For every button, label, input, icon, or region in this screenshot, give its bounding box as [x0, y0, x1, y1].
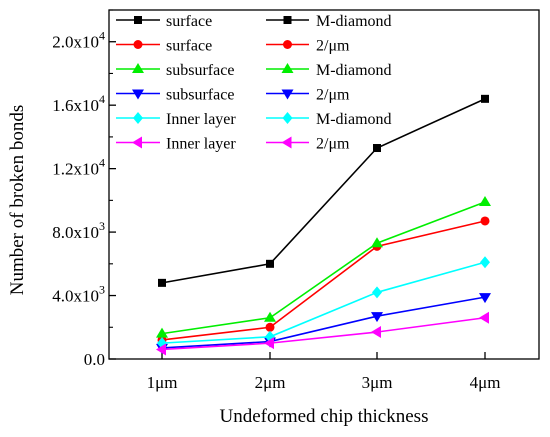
series-line	[161, 296, 486, 349]
legend-marker	[132, 63, 144, 73]
legend-item-left: Inner layer	[116, 136, 236, 153]
data-point	[156, 343, 166, 356]
legend-marker	[133, 40, 143, 49]
series-6	[156, 311, 489, 356]
legend: surface M-diamond surface 2/μm subsurface M-d…	[116, 13, 392, 153]
legend-marker	[281, 63, 294, 73]
series-line	[161, 201, 486, 335]
data-point	[479, 311, 489, 324]
legend-label: Inner layer	[166, 136, 236, 153]
data-point	[480, 216, 490, 226]
plot-frame: 0.0 4.0x103 8.0x103 1.2x104 1.6x104 2.0x104 1μ…	[52, 9, 540, 392]
legend-item-right: 2/μm	[266, 87, 350, 104]
data-point	[371, 326, 381, 339]
y-tick-label: 2.0x104	[52, 29, 105, 52]
y-tick-label: 1.2x104	[52, 156, 105, 179]
series-line	[161, 316, 486, 351]
legend-marker	[281, 89, 294, 100]
legend-label: surface	[166, 38, 212, 55]
legend-label: 2/μm	[316, 87, 350, 104]
series-layer	[156, 94, 491, 356]
y-tick-label: 8.0x103	[52, 219, 105, 242]
x-tick-label: 4μm	[470, 373, 501, 392]
legend-item-right: M-diamond	[266, 62, 392, 79]
data-point	[265, 322, 275, 332]
legend-label: M-diamond	[316, 62, 392, 79]
legend-marker	[281, 136, 292, 149]
data-point	[371, 312, 383, 323]
data-point	[156, 327, 168, 338]
legend-marker	[283, 40, 292, 49]
series-line	[161, 261, 486, 344]
legend-marker	[283, 16, 292, 24]
legend-item-right: 2/μm	[266, 38, 350, 55]
x-tick-label: 2μm	[255, 373, 286, 392]
data-point	[372, 286, 382, 299]
legend-label: 2/μm	[316, 38, 350, 55]
data-point	[480, 256, 490, 269]
series-line	[161, 220, 486, 341]
legend-marker	[133, 112, 143, 124]
legend-label: surface	[166, 13, 212, 30]
data-point	[479, 293, 491, 304]
data-point	[373, 144, 381, 153]
legend-item-left: surface	[116, 13, 212, 30]
legend-label: subsurface	[166, 62, 234, 79]
data-point	[158, 278, 166, 287]
legend-label: subsurface	[166, 87, 234, 104]
legend-item-right: M-diamond	[266, 13, 392, 30]
data-point	[264, 337, 274, 350]
legend-item-right: M-diamond	[266, 111, 392, 128]
y-tick-label: 1.6x104	[52, 92, 105, 115]
y-tick-label: 4.0x103	[52, 283, 105, 306]
data-point	[266, 259, 274, 268]
legend-item-left: subsurface	[116, 87, 234, 104]
data-point	[479, 195, 491, 206]
data-point	[264, 311, 276, 322]
legend-label: M-diamond	[316, 13, 392, 30]
series-3	[156, 195, 491, 338]
x-tick-label: 1μm	[147, 373, 178, 392]
x-axis-title: Undeformed chip thickness	[220, 406, 429, 427]
plot-border	[108, 9, 540, 360]
legend-marker	[282, 112, 293, 124]
series-1	[158, 94, 489, 287]
legend-marker	[134, 16, 142, 24]
y-tick-label: 0.0	[84, 350, 105, 369]
legend-label: 2/μm	[316, 136, 350, 153]
legend-item-left: surface	[116, 38, 212, 55]
data-point	[371, 237, 383, 248]
legend-item-left: subsurface	[116, 62, 234, 79]
legend-marker	[132, 89, 144, 100]
legend-item-left: Inner layer	[116, 111, 236, 128]
data-point	[481, 94, 489, 103]
legend-marker	[132, 136, 142, 149]
series-line	[161, 98, 486, 284]
legend-item-right: 2/μm	[266, 136, 350, 153]
legend-label: Inner layer	[166, 111, 236, 128]
y-axis-title: Number of broken bonds	[7, 105, 28, 296]
x-tick-label: 3μm	[362, 373, 393, 392]
legend-label: M-diamond	[316, 111, 392, 128]
